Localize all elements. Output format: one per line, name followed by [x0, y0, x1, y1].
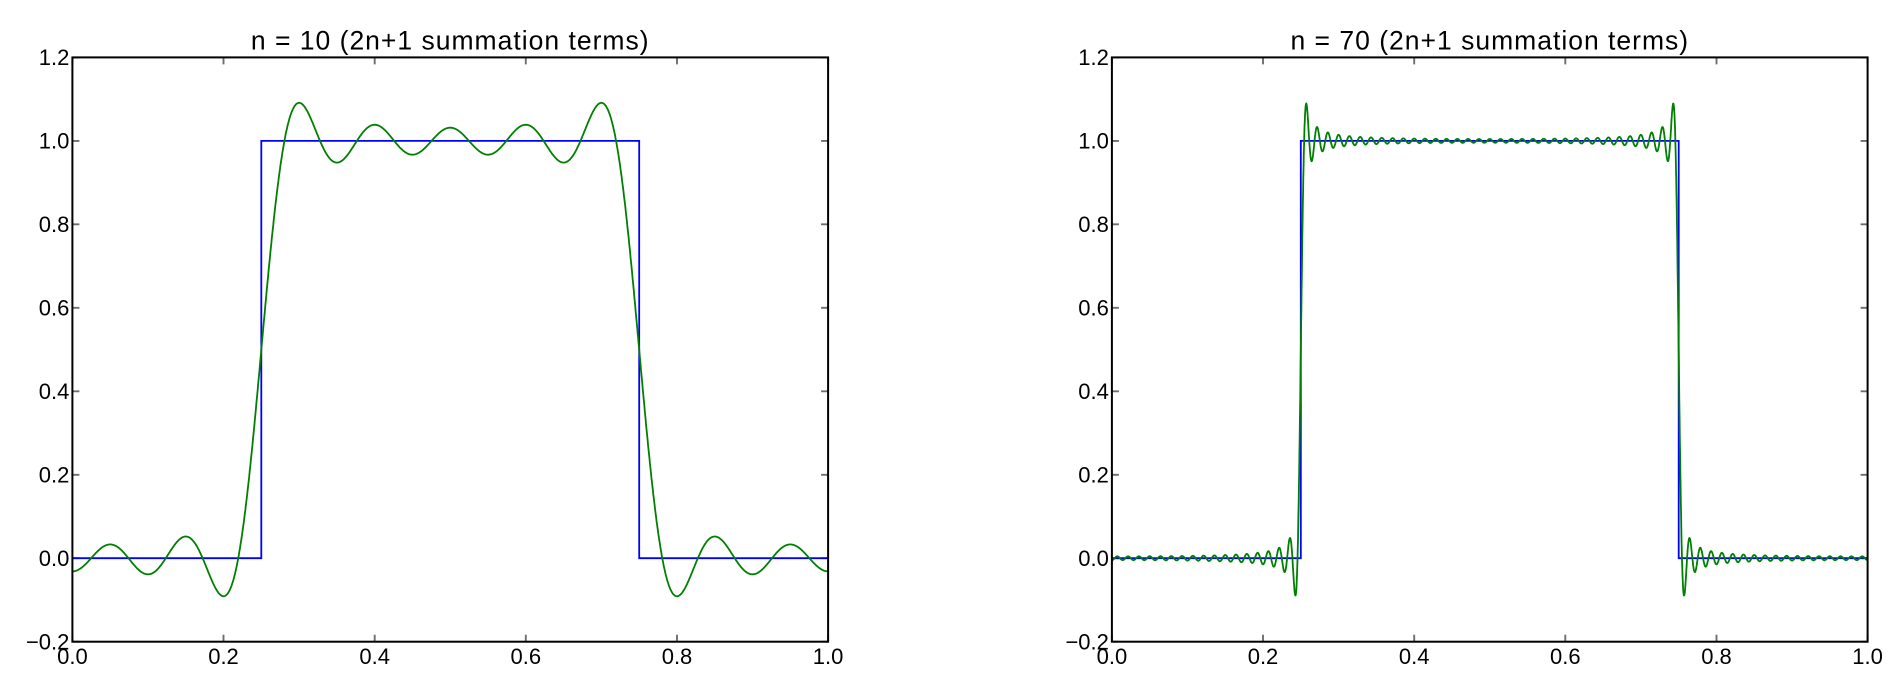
svg-text:0.4: 0.4: [359, 644, 390, 669]
svg-text:n = 70 (2n+1 summation terms): n = 70 (2n+1 summation terms): [1290, 25, 1689, 55]
svg-text:1.2: 1.2: [39, 45, 70, 70]
svg-text:0.2: 0.2: [208, 644, 239, 669]
svg-text:0.6: 0.6: [511, 644, 542, 669]
svg-text:0.2: 0.2: [39, 462, 70, 487]
svg-text:n = 10 (2n+1 summation terms): n = 10 (2n+1 summation terms): [251, 25, 650, 55]
svg-text:0.4: 0.4: [39, 379, 70, 404]
svg-text:−0.2: −0.2: [1065, 629, 1108, 654]
svg-text:0.8: 0.8: [39, 212, 70, 237]
svg-text:0.0: 0.0: [57, 644, 88, 669]
svg-text:0.0: 0.0: [1078, 546, 1109, 571]
svg-text:−0.2: −0.2: [26, 629, 69, 654]
svg-text:0.0: 0.0: [39, 546, 70, 571]
svg-text:0.6: 0.6: [1078, 295, 1109, 320]
svg-text:0.4: 0.4: [1399, 644, 1430, 669]
svg-text:0.6: 0.6: [39, 295, 70, 320]
svg-text:0.6: 0.6: [1550, 644, 1581, 669]
svg-text:0.2: 0.2: [1248, 644, 1279, 669]
svg-text:1.0: 1.0: [813, 644, 844, 669]
svg-text:0.8: 0.8: [1078, 212, 1109, 237]
svg-text:1.0: 1.0: [1852, 644, 1883, 669]
svg-text:1.0: 1.0: [39, 129, 70, 154]
svg-text:0.4: 0.4: [1078, 379, 1109, 404]
svg-text:0.8: 0.8: [662, 644, 693, 669]
svg-text:1.2: 1.2: [1078, 45, 1109, 70]
svg-text:0.8: 0.8: [1701, 644, 1732, 669]
svg-text:0.2: 0.2: [1078, 462, 1109, 487]
svg-text:1.0: 1.0: [1078, 129, 1109, 154]
svg-text:0.0: 0.0: [1097, 644, 1128, 669]
